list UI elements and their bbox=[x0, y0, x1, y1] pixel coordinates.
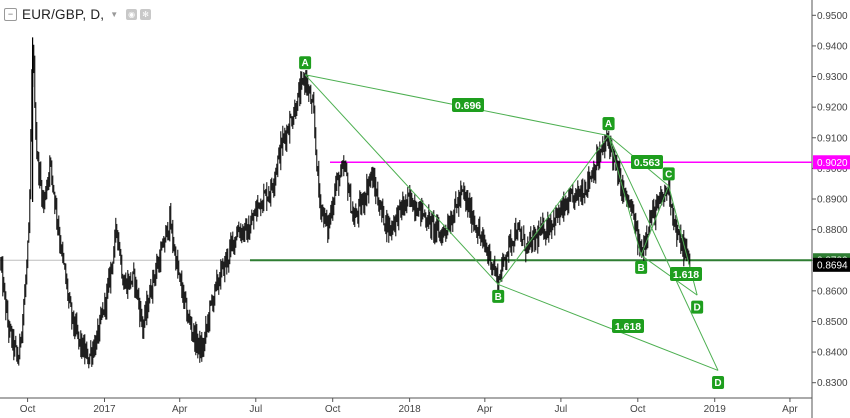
time-tick-label: Oct bbox=[325, 404, 341, 415]
horizontal-lines bbox=[0, 161, 812, 262]
eye-icon[interactable]: ◉ bbox=[126, 8, 138, 20]
price-tick-label: 0.8300 bbox=[817, 378, 848, 389]
time-tick-label: Oct bbox=[20, 404, 36, 415]
ratio-label-box bbox=[452, 98, 484, 112]
price-tick-label: 0.8500 bbox=[817, 317, 848, 328]
pattern-point-box[interactable] bbox=[691, 300, 704, 314]
pattern-leg bbox=[304, 74, 499, 285]
price-tick-label: 0.8800 bbox=[817, 225, 848, 236]
time-tick-label: 2019 bbox=[704, 404, 727, 415]
price-tick-label: 0.8900 bbox=[817, 195, 848, 206]
time-tick-label: Jul bbox=[554, 404, 567, 415]
time-tick-label: Apr bbox=[782, 404, 798, 415]
symbol-title[interactable]: EUR/GBP, D, bbox=[22, 6, 105, 22]
pattern-leg bbox=[608, 135, 642, 256]
gear-icon[interactable]: ✻ bbox=[140, 8, 152, 20]
minus-icon[interactable]: − bbox=[4, 7, 17, 21]
price-tick-label: 0.9200 bbox=[817, 103, 848, 114]
pattern-ratio-line bbox=[498, 283, 719, 371]
resistance-price-badge: 0.9020 bbox=[817, 158, 848, 169]
chart-header: − EUR/GBP, D, ▼ ◉ ✻ bbox=[4, 4, 152, 24]
ratio-label: 0.563 bbox=[634, 157, 660, 169]
ratio-label-box bbox=[631, 155, 663, 169]
price-tick-label: 0.9000 bbox=[817, 164, 848, 175]
pattern-leg bbox=[608, 135, 719, 371]
ratio-label-box bbox=[670, 267, 702, 281]
price-tick-label: 0.9100 bbox=[817, 133, 848, 144]
time-tick-label: 2017 bbox=[93, 404, 116, 415]
caret-down-icon[interactable]: ▼ bbox=[110, 9, 119, 19]
pattern-point-label[interactable]: A bbox=[301, 58, 308, 69]
time-tick-label: Apr bbox=[172, 404, 188, 415]
pattern-ratio-line bbox=[640, 254, 698, 296]
pattern-point-label[interactable]: A bbox=[605, 119, 612, 130]
time-axis[interactable]: Oct 2017 Apr Jul Oct 2018 Apr Jul Oct 2019 Apr bbox=[20, 398, 799, 415]
pattern-leg bbox=[497, 135, 609, 285]
pattern-2[interactable]: 0.563 1.618 A B C D bbox=[602, 117, 704, 314]
price-tick-label: 0.9300 bbox=[817, 72, 848, 83]
pattern-point-label[interactable]: D bbox=[714, 378, 721, 389]
pattern-point-box[interactable] bbox=[662, 167, 675, 181]
resistance-price-badge-box bbox=[813, 155, 850, 170]
pattern-point-box[interactable] bbox=[299, 56, 312, 70]
time-tick-label: 2018 bbox=[398, 404, 421, 415]
pattern-point-label[interactable]: C bbox=[665, 169, 672, 180]
price-axis[interactable]: 0.9500 0.9400 0.9300 0.9200 0.9100 0.9000 0.89… bbox=[812, 11, 848, 389]
price-tick-label: 0.8400 bbox=[817, 348, 848, 359]
time-tick-label: Jul bbox=[249, 404, 262, 415]
pattern-point-box[interactable] bbox=[492, 289, 505, 303]
ratio-label: 0.696 bbox=[455, 100, 481, 112]
last-price-badge-box bbox=[813, 257, 850, 272]
pattern-point-label[interactable]: B bbox=[638, 263, 645, 274]
pattern-leg bbox=[640, 185, 670, 256]
price-tick-label: 0.9400 bbox=[817, 41, 848, 52]
pattern-1[interactable]: 0.696 1.618 A B C D bbox=[299, 56, 725, 389]
price-tick-label: 0.9500 bbox=[817, 11, 848, 22]
time-tick-label: Oct bbox=[630, 404, 646, 415]
ratio-label: 1.618 bbox=[615, 321, 641, 333]
ratio-label: 1.618 bbox=[673, 269, 699, 281]
price-tick-label: 0.8600 bbox=[817, 286, 848, 297]
ratio-label-box bbox=[612, 319, 644, 333]
pattern-point-label[interactable]: D bbox=[694, 303, 701, 314]
time-tick-label: Apr bbox=[477, 404, 493, 415]
pattern-point-box[interactable] bbox=[602, 117, 615, 131]
pattern-point-label[interactable]: B bbox=[495, 292, 502, 303]
pattern-point-box[interactable] bbox=[712, 375, 725, 389]
pattern-point-box[interactable] bbox=[635, 260, 648, 274]
last-price-badge: 0.8694 bbox=[817, 260, 848, 271]
